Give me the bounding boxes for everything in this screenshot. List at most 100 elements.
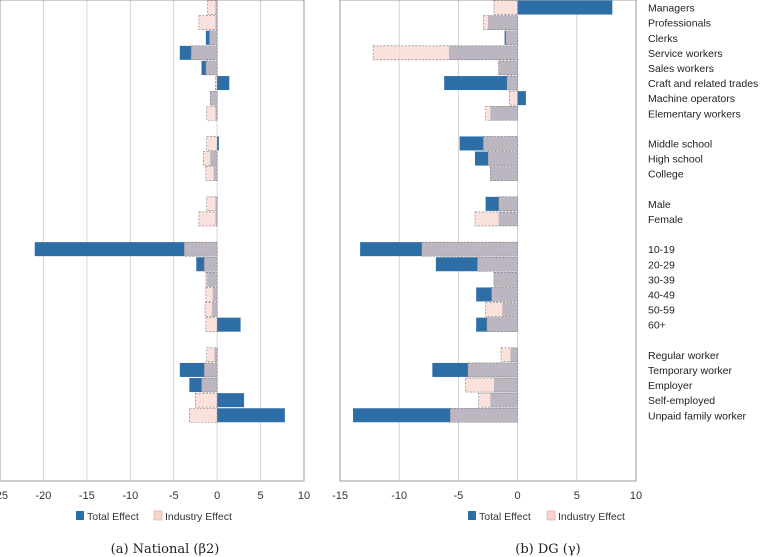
panel-a-bar-total [217, 136, 219, 151]
panel-a-bar-industry [205, 166, 218, 181]
category-label: 50-59 [648, 305, 675, 317]
panel-a-x-tick-label: 10 [298, 490, 310, 502]
caption-b: (b) DG (γ) [515, 542, 580, 557]
panel-a-bar-industry [204, 302, 218, 317]
panel-b-bar-industry [372, 45, 518, 61]
category-label: Unpaid family worker [648, 410, 747, 422]
category-label: Service workers [648, 48, 723, 60]
panel-a-bar-industry [205, 317, 218, 332]
panel-a-bar-industry [206, 105, 218, 121]
panel-a-bar-total [217, 317, 241, 332]
category-label: Clerks [648, 33, 678, 45]
panel-a-bar-total [217, 76, 230, 91]
panel-b-x-axis: -15 -10 -5 0 5 10 [332, 490, 642, 502]
panel-b-bar-industry [465, 377, 518, 393]
category-label: 60+ [648, 320, 666, 332]
panel-b-bar-total [517, 91, 526, 106]
panel-b-bar-industry [482, 136, 518, 151]
panel-a-x-tick-label: -20 [35, 490, 51, 502]
panel-a-bar-industry [207, 0, 218, 15]
legend-b-industry-swatch [546, 510, 556, 521]
panel-b-bar-total [444, 76, 518, 91]
panel-a-bar-industry [198, 211, 218, 227]
legend-a-total-label: Total Effect [87, 511, 139, 523]
legend-a-industry-swatch [153, 510, 163, 521]
legend-a-industry-label: Industry Effect [165, 511, 232, 523]
panel-b-x-tick-label: 0 [515, 490, 521, 502]
panel-a-bar-industry [190, 45, 218, 61]
panel-b-bar-industry [506, 75, 518, 91]
panel-a-x-tick-label: -15 [79, 490, 95, 502]
panel-a-bar-total [217, 408, 285, 423]
legend-b-industry-label: Industry Effect [558, 511, 625, 523]
panel-a-x-tick-label: -25 [0, 490, 8, 502]
category-label: Professionals [648, 18, 711, 30]
panel-b-bar-industry [485, 105, 518, 121]
panel-a-bar-industry [203, 256, 218, 272]
legend-b: Total Effect Industry Effect [468, 510, 625, 523]
category-label: Middle school [648, 138, 712, 150]
panel-a-x-tick-label: -5 [169, 490, 179, 502]
panel-b-bar-industry [449, 407, 518, 423]
panel-b-bar-industry [485, 302, 518, 317]
category-label: 10-19 [648, 244, 675, 256]
panel-a-bar-industry [209, 30, 218, 46]
panel-a-bar-industry [201, 377, 218, 393]
category-label: Employer [648, 380, 693, 392]
chart-bars [34, 0, 613, 423]
legend-b-total-swatch [468, 511, 476, 520]
category-label: High school [648, 154, 703, 166]
panel-b-bar-industry [421, 241, 518, 257]
panel-a-bar-industry [205, 272, 218, 287]
panel-a-x-tick-label: -10 [122, 490, 138, 502]
panel-a-bar-industry [205, 60, 218, 76]
panel-a-bar-industry [206, 196, 218, 212]
panel-b-bar-industry [477, 256, 518, 272]
panel-b-bar-industry [500, 347, 518, 363]
legend-a: Total Effect Industry Effect [76, 510, 232, 523]
panel-b-x-tick-label: 5 [574, 490, 580, 502]
panel-b-bar-industry [490, 166, 518, 181]
legend-a-total-swatch [76, 511, 84, 520]
panel-a-bar-industry [195, 392, 218, 408]
category-label: 40-49 [648, 289, 675, 301]
panel-a-bar-industry [209, 90, 218, 106]
caption-a: (a) National (β2) [111, 542, 220, 557]
panel-b-bar-industry [487, 151, 518, 166]
category-labels: Managers Professionals Clerks Service worke… [648, 3, 758, 423]
panel-a-bar-industry [206, 136, 218, 151]
panel-a-bar-industry [206, 347, 218, 363]
category-label: 20-29 [648, 259, 675, 271]
panel-b-bar-industry [505, 30, 518, 46]
panel-a-x-tick-label: 5 [258, 490, 264, 502]
panel-b-bar-industry [474, 211, 518, 227]
category-label: College [648, 169, 684, 181]
panel-a-bar-industry [203, 362, 218, 378]
panel-b-bar-industry [493, 0, 518, 15]
panel-b-x-tick-label: -5 [454, 490, 464, 502]
panel-b-frame [339, 0, 637, 482]
category-label: 30-39 [648, 274, 675, 286]
panel-a-x-axis: -25 -20 -15 -10 -5 0 5 10 [0, 490, 310, 502]
legend-b-total-label: Total Effect [479, 511, 531, 523]
panel-a-bar-industry [202, 151, 218, 166]
category-label: Craft and related trades [648, 78, 758, 90]
panel-b-bar-industry [486, 317, 518, 332]
panel-b-x-tick-label: -10 [391, 490, 407, 502]
category-label: Self-employed [648, 395, 715, 407]
panel-b-bar-industry [498, 60, 518, 76]
panel-b-bar-industry [498, 196, 518, 212]
panel-b-x-tick-label: -15 [332, 490, 348, 502]
panel-b-bar-industry [509, 90, 518, 106]
category-label: Temporary worker [648, 365, 733, 377]
panel-a-frame [0, 0, 305, 482]
panel-b-x-tick-label: 10 [630, 490, 642, 502]
panel-a-x-tick-label: 0 [214, 490, 220, 502]
panel-b-bar-industry [478, 392, 518, 408]
category-label: Male [648, 199, 671, 211]
panel-a-bar-industry [215, 75, 218, 91]
category-label: Female [648, 214, 683, 226]
panel-b-bar-industry [482, 15, 518, 30]
category-label: Managers [648, 3, 695, 15]
